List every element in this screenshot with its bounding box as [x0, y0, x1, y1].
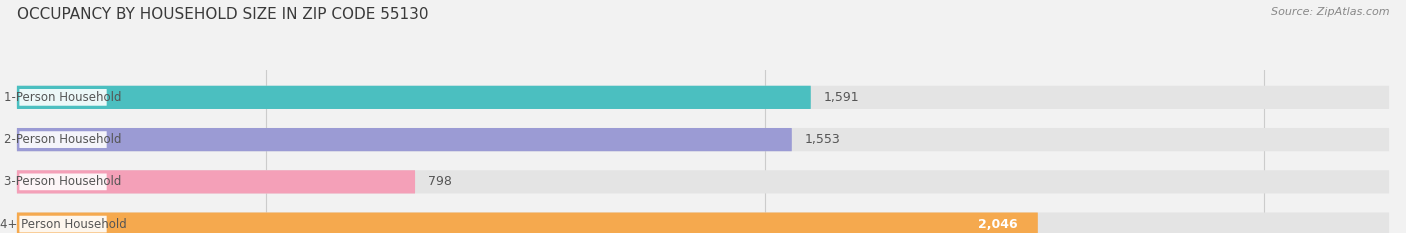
Text: 2,046: 2,046 [979, 218, 1018, 231]
Text: 3-Person Household: 3-Person Household [4, 175, 122, 188]
FancyBboxPatch shape [17, 128, 792, 151]
Text: 4+ Person Household: 4+ Person Household [0, 218, 127, 231]
FancyBboxPatch shape [17, 86, 1389, 109]
Text: 2-Person Household: 2-Person Household [4, 133, 122, 146]
Text: 1-Person Household: 1-Person Household [4, 91, 122, 104]
FancyBboxPatch shape [17, 212, 1038, 233]
FancyBboxPatch shape [20, 131, 107, 148]
Text: OCCUPANCY BY HOUSEHOLD SIZE IN ZIP CODE 55130: OCCUPANCY BY HOUSEHOLD SIZE IN ZIP CODE … [17, 7, 429, 22]
FancyBboxPatch shape [17, 212, 1389, 233]
FancyBboxPatch shape [20, 216, 107, 233]
FancyBboxPatch shape [17, 170, 415, 193]
Text: 1,591: 1,591 [824, 91, 859, 104]
FancyBboxPatch shape [17, 86, 811, 109]
Text: 798: 798 [427, 175, 451, 188]
FancyBboxPatch shape [20, 174, 107, 190]
FancyBboxPatch shape [17, 128, 1389, 151]
Text: 1,553: 1,553 [804, 133, 839, 146]
FancyBboxPatch shape [17, 170, 1389, 193]
FancyBboxPatch shape [20, 89, 107, 106]
Text: Source: ZipAtlas.com: Source: ZipAtlas.com [1271, 7, 1389, 17]
